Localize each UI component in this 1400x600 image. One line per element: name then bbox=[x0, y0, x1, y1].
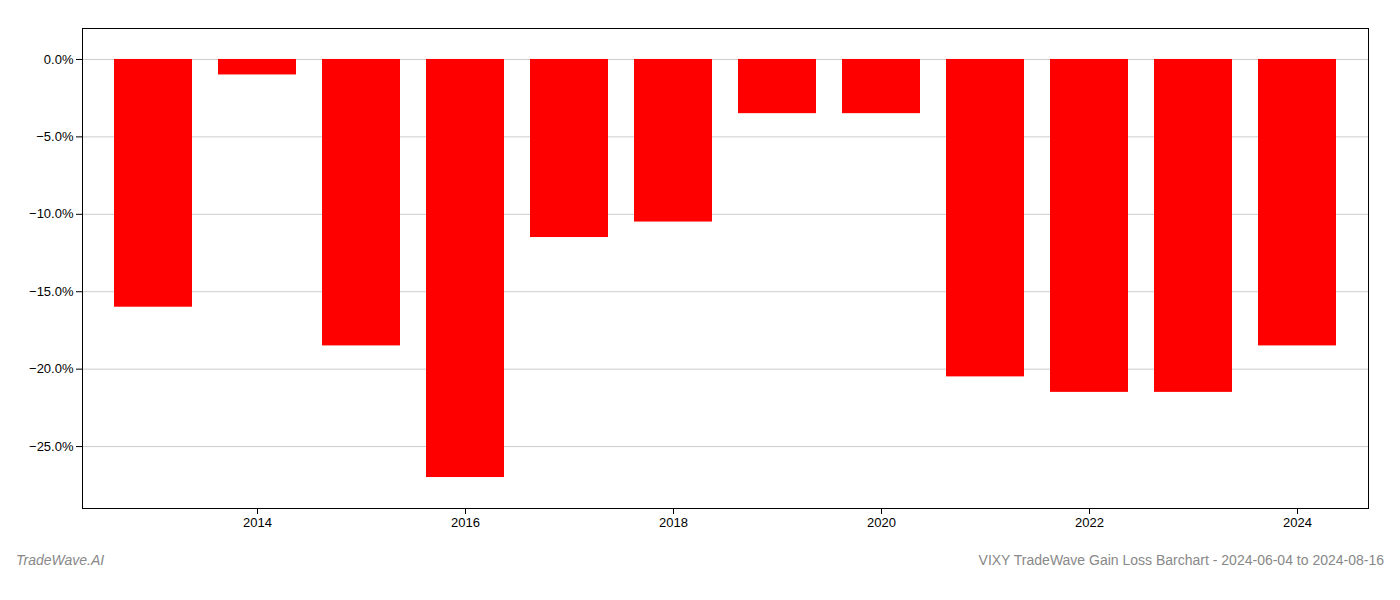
svg-text:−15.0%: −15.0% bbox=[29, 284, 74, 299]
svg-text:−10.0%: −10.0% bbox=[29, 206, 74, 221]
svg-text:2020: 2020 bbox=[867, 515, 896, 530]
svg-text:2016: 2016 bbox=[451, 515, 480, 530]
svg-text:2022: 2022 bbox=[1075, 515, 1104, 530]
html-text:TradeWave.AI: TradeWave.AI bbox=[16, 552, 105, 568]
svg-text:−5.0%: −5.0% bbox=[36, 129, 74, 144]
svg-text:2024: 2024 bbox=[1283, 515, 1312, 530]
svg-text:0.0%: 0.0% bbox=[44, 52, 74, 67]
svg-text:2018: 2018 bbox=[659, 515, 688, 530]
svg-text:−25.0%: −25.0% bbox=[29, 439, 74, 454]
svg-text:2014: 2014 bbox=[243, 515, 272, 530]
html-text:VIXY TradeWave Gain Loss Barch: VIXY TradeWave Gain Loss Barchart - 2024… bbox=[978, 552, 1384, 568]
svg-text:−20.0%: −20.0% bbox=[29, 361, 74, 376]
